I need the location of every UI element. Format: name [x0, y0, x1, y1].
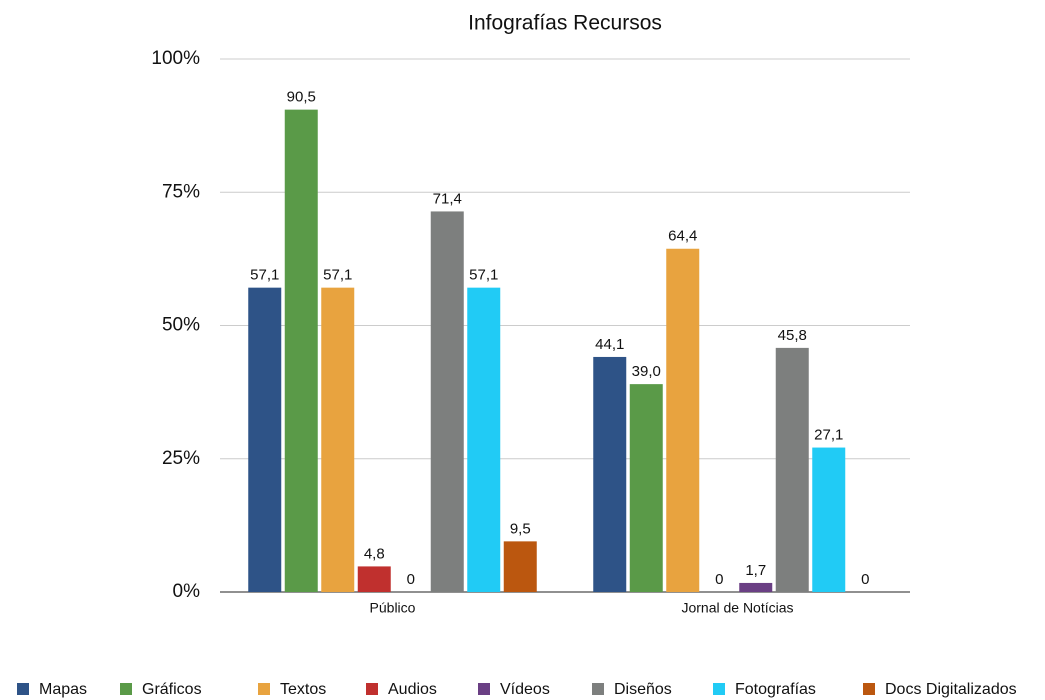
bar	[739, 582, 773, 592]
legend-swatch	[863, 683, 875, 695]
value-label: 1,7	[745, 562, 766, 579]
legend-label: Audios	[388, 681, 437, 698]
x-tick-label: Público	[370, 600, 416, 616]
bar	[503, 541, 537, 592]
x-tick-label: Jornal de Notícias	[681, 600, 793, 616]
legend-label: Fotografías	[735, 681, 816, 698]
legend-label: Docs Digitalizados	[885, 681, 1017, 698]
value-label: 39,0	[632, 363, 661, 380]
bar	[775, 347, 809, 592]
y-tick-label: 0%	[173, 581, 201, 602]
bar	[248, 287, 282, 592]
value-label: 4,8	[364, 545, 385, 562]
value-label: 90,5	[287, 89, 316, 106]
value-label: 71,4	[433, 190, 462, 207]
value-label: 9,5	[510, 520, 531, 537]
legend-label: Textos	[280, 681, 326, 698]
bar	[593, 356, 627, 592]
value-label: 57,1	[469, 267, 498, 284]
y-tick-label: 75%	[162, 181, 200, 202]
legend-swatch	[258, 683, 270, 695]
value-label: 0	[715, 571, 723, 588]
legend-label: Gráficos	[142, 681, 202, 698]
y-tick-label: 25%	[162, 448, 200, 469]
legend-swatch	[17, 683, 29, 695]
y-tick-label: 50%	[162, 315, 200, 336]
value-label: 57,1	[323, 267, 352, 284]
legend-swatch	[120, 683, 132, 695]
bar	[812, 447, 846, 592]
value-label: 0	[407, 571, 415, 588]
value-label: 44,1	[595, 336, 624, 353]
value-label: 0	[861, 571, 869, 588]
bar	[357, 566, 391, 592]
legend-swatch	[592, 683, 604, 695]
bar	[430, 211, 464, 593]
y-tick-label: 100%	[151, 48, 200, 69]
chart-title: Infografías Recursos	[468, 12, 662, 35]
legend-swatch	[478, 683, 490, 695]
legend-label: Diseños	[614, 681, 672, 698]
value-label: 45,8	[778, 327, 807, 344]
legend-label: Mapas	[39, 681, 87, 698]
bar	[321, 287, 355, 592]
legend-swatch	[366, 683, 378, 695]
value-label: 57,1	[250, 267, 279, 284]
bar	[467, 287, 501, 592]
bar	[629, 384, 663, 592]
bar	[284, 109, 318, 592]
bar	[666, 248, 700, 593]
legend-swatch	[713, 683, 725, 695]
value-label: 27,1	[814, 427, 843, 444]
legend-label: Vídeos	[500, 681, 550, 698]
value-label: 64,4	[668, 228, 697, 245]
